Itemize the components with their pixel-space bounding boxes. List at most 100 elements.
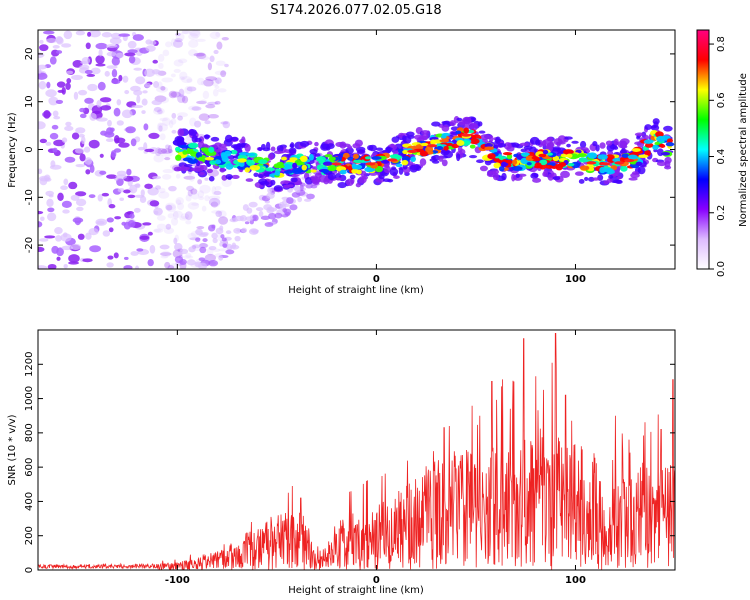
ridge-blob	[495, 136, 501, 144]
noise-blob	[172, 39, 183, 48]
noise-blob	[194, 261, 202, 268]
ridge-core-blob	[559, 162, 567, 168]
noise-blob	[173, 237, 178, 245]
noise-blob	[168, 185, 177, 192]
ridge-blob	[469, 155, 478, 159]
ridge-blob	[245, 178, 254, 182]
noise-blob	[179, 71, 188, 80]
colorbar-frame	[696, 29, 710, 270]
ridge-hotspot	[624, 158, 635, 163]
noise-blob	[39, 44, 49, 52]
noise-blob	[196, 226, 205, 230]
ridge-blob	[552, 176, 561, 181]
ridge-core-blob	[567, 163, 575, 167]
ridge-core-blob	[420, 142, 429, 147]
noise-blob	[75, 127, 86, 134]
ridge-blob	[350, 177, 355, 185]
ridge-core-blob	[547, 152, 553, 156]
ridge-hotspot	[387, 158, 398, 162]
noise-blob	[218, 210, 227, 218]
ridge-core-blob	[545, 165, 554, 169]
noise-blob	[266, 192, 275, 199]
noise-blob	[56, 81, 66, 88]
noise-blob	[51, 124, 59, 130]
noise-blob	[306, 193, 315, 200]
noise-blob	[152, 59, 158, 64]
ridge-core-blob	[538, 153, 547, 158]
noise-blob	[70, 194, 80, 201]
noise-blob	[116, 99, 122, 106]
noise-blob	[303, 198, 312, 202]
noise-blob	[148, 132, 160, 140]
noise-blob	[38, 64, 47, 70]
ridge-core-blob	[238, 152, 250, 156]
ridge-blob	[407, 161, 414, 165]
ridge-blob	[224, 134, 233, 143]
noise-blob	[201, 205, 207, 212]
noise-blob	[49, 56, 57, 65]
ridge-blob	[260, 143, 266, 150]
noise-blob	[75, 163, 86, 168]
noise-blob	[49, 132, 59, 140]
ridge-blob	[605, 140, 613, 146]
noise-blob	[286, 197, 294, 204]
noise-blob	[274, 212, 283, 219]
ridge-blob	[253, 172, 259, 178]
noise-blob	[55, 235, 62, 242]
noise-blob	[116, 120, 124, 126]
noise-blob	[153, 106, 162, 113]
noise-blob	[129, 184, 138, 194]
noise-blob	[159, 244, 170, 250]
ridge-blob	[617, 140, 627, 149]
noise-blob	[127, 49, 138, 54]
noise-blob	[96, 117, 108, 122]
ridge-core-blob	[659, 144, 666, 148]
noise-blob	[182, 255, 194, 259]
ridge-core-blob	[277, 164, 285, 169]
ridge-blob	[515, 173, 520, 178]
ridge-blob	[477, 121, 483, 127]
noise-blob	[188, 33, 199, 40]
ridge-blob	[258, 178, 268, 185]
noise-blob	[68, 254, 80, 263]
noise-blob	[81, 136, 86, 145]
noise-blob	[39, 39, 44, 44]
ridge-hotspot	[407, 149, 418, 154]
ridge-blob	[235, 143, 244, 150]
noise-blob	[115, 174, 128, 180]
ridge-blob	[480, 134, 491, 141]
ridge-blob	[663, 125, 673, 132]
noise-blob	[38, 175, 50, 182]
noise-blob	[217, 88, 227, 93]
noise-blob	[208, 195, 221, 200]
noise-blob	[153, 81, 160, 88]
ridge-blob	[613, 138, 619, 146]
noise-blob	[190, 30, 201, 38]
noise-blob	[215, 210, 223, 218]
noise-blob	[168, 90, 177, 99]
x-tick-label: 100	[565, 575, 586, 586]
noise-blob	[52, 110, 59, 117]
noise-blob	[84, 157, 93, 165]
noise-blob	[79, 153, 86, 162]
noise-blob	[200, 56, 210, 61]
noise-blob	[221, 237, 227, 242]
x-tick-label: 100	[565, 274, 586, 285]
x-tick-label: 0	[373, 274, 380, 285]
noise-blob	[96, 220, 105, 225]
ridge-blob	[402, 135, 407, 142]
y-tick-label: -10	[24, 189, 35, 205]
noise-blob	[195, 237, 201, 242]
ridge-blob	[314, 153, 321, 157]
noise-blob	[89, 164, 95, 173]
ridge-core-blob	[566, 153, 573, 158]
noise-blob	[158, 62, 164, 69]
noise-blob	[183, 175, 196, 180]
noise-blob	[153, 228, 164, 233]
noise-blob	[175, 93, 183, 98]
colorbar-tick-label: 0.4	[716, 149, 727, 165]
ridge-blob	[557, 135, 567, 143]
ridge-core-blob	[327, 165, 337, 172]
y-tick-label: 200	[24, 526, 35, 545]
noise-blob	[186, 86, 197, 92]
